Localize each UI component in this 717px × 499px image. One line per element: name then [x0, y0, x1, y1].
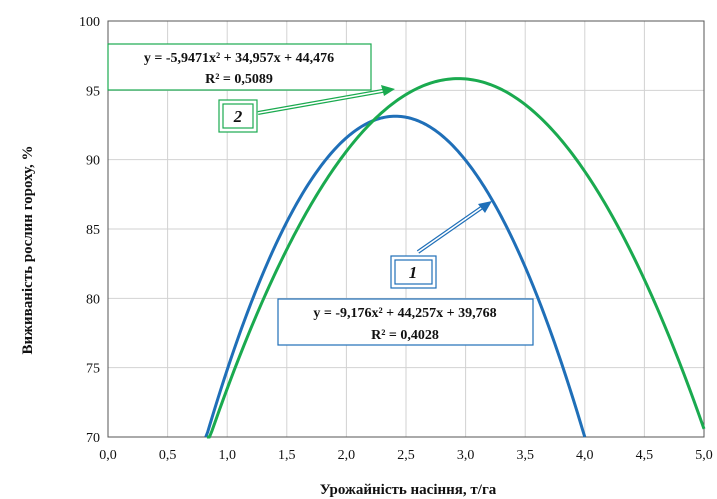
label-box-1-inner: [394, 259, 433, 285]
series-curves: [204, 77, 706, 439]
x-tick-label: 3,5: [516, 448, 534, 463]
series-line-1: [204, 114, 587, 438]
series-label-1: 1: [409, 263, 418, 282]
y-tick-label: 95: [86, 84, 100, 99]
x-tick-label: 0,5: [159, 448, 177, 463]
grid-lines: [108, 21, 704, 437]
series-label-box-1: 1: [390, 255, 437, 289]
x-tick-label: 2,0: [338, 448, 356, 463]
equation-box-1-frame: [277, 298, 534, 346]
label-box-2-inner: [222, 103, 254, 129]
equation-series-1: y = -9,176x² + 44,257x + 39,768: [313, 306, 496, 321]
y-axis-title: Виживаність рослин гороху, %: [20, 145, 36, 354]
x-tick-labels: 0,0 0,5 1,0 1,5 2,0 2,5 3,0 3,5 4,0 4,5 5,0: [99, 448, 713, 463]
y-tick-label: 75: [86, 362, 100, 377]
axes: [107, 20, 705, 438]
x-tick-label: 2,5: [397, 448, 415, 463]
arrow-1-head: [478, 201, 492, 213]
callout-arrow-series-2: [257, 85, 395, 115]
y-tick-label: 85: [86, 223, 100, 238]
y-tick-label: 80: [86, 292, 100, 307]
series-line-2: [206, 77, 706, 439]
r2-series-1: R² = 0,4028: [371, 328, 439, 343]
y-tick-label: 90: [86, 154, 100, 169]
y-tick-labels: 70 75 80 85 90 95 100: [79, 15, 100, 446]
equation-box-series-1: y = -9,176x² + 44,257x + 39,768 R² = 0,4…: [277, 298, 534, 346]
plot-frame: [107, 20, 705, 438]
series-label-box-2: 2: [218, 99, 258, 133]
x-tick-label: 1,5: [278, 448, 296, 463]
x-tick-label: 5,0: [695, 448, 713, 463]
r2-series-2: R² = 0,5089: [205, 72, 273, 87]
x-tick-label: 0,0: [99, 448, 117, 463]
y-tick-label: 70: [86, 431, 100, 446]
arrow-2-head: [381, 85, 395, 96]
x-tick-label: 3,0: [457, 448, 475, 463]
x-tick-label: 4,0: [576, 448, 594, 463]
x-tick-label: 1,0: [218, 448, 236, 463]
callout-arrow-series-1: [416, 201, 492, 254]
x-axis-title: Урожайність насіння, т/га: [320, 482, 497, 498]
y-tick-label: 100: [79, 15, 100, 30]
arrow-1-shaft-inner: [417, 205, 485, 253]
series-label-2: 2: [233, 107, 243, 126]
arrow-2-shaft-inner: [257, 89, 389, 114]
equation-box-series-2: y = -5,9471x² + 34,957x + 44,476 R² = 0,…: [107, 43, 372, 91]
x-tick-label: 4,5: [636, 448, 654, 463]
equation-series-2: y = -5,9471x² + 34,957x + 44,476: [144, 51, 334, 66]
equation-box-2-frame: [107, 43, 372, 91]
